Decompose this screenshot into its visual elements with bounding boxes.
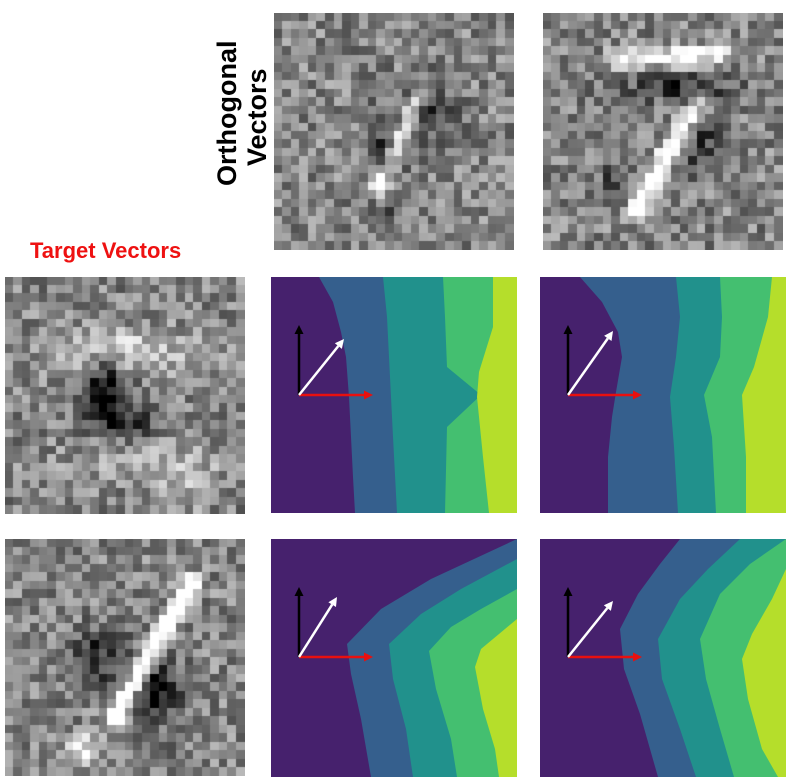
band-5 <box>742 277 786 513</box>
diagonal-arrow <box>298 339 344 396</box>
horizontal-axis-arrow <box>568 390 642 400</box>
decision-region-panel-r2-c2 <box>540 539 786 777</box>
orthogonal-label-line1: Orthogonal <box>212 41 242 186</box>
horizontal-axis-arrow <box>299 652 373 662</box>
horizontal-axis-arrow <box>299 390 373 400</box>
vertical-axis-arrow <box>294 587 304 657</box>
orthogonal-vectors-label: Orthogonal Vectors <box>206 36 272 191</box>
band-5 <box>742 569 786 777</box>
decision-region-panel-r1-c2 <box>540 277 786 513</box>
band-5 <box>475 619 517 777</box>
orthogonal-label-line2: Vectors <box>242 68 272 166</box>
horizontal-axis-arrow <box>568 652 642 662</box>
vertical-axis-arrow <box>563 587 573 657</box>
diagonal-arrow <box>567 601 613 658</box>
target-vector-image-1 <box>5 277 245 514</box>
decision-region-panel-r1-c1 <box>271 277 517 513</box>
band-5 <box>477 277 517 513</box>
vertical-axis-arrow <box>294 325 304 395</box>
orthogonal-vector-image-2 <box>543 13 783 250</box>
diagonal-arrow <box>566 331 613 396</box>
diagonal-arrow <box>297 597 337 658</box>
target-vectors-label: Target Vectors <box>30 238 182 263</box>
target-vector-image-2 <box>5 539 245 776</box>
vertical-axis-arrow <box>563 325 573 395</box>
orthogonal-vector-image-1 <box>274 13 514 250</box>
decision-region-panel-r2-c1 <box>271 539 517 777</box>
